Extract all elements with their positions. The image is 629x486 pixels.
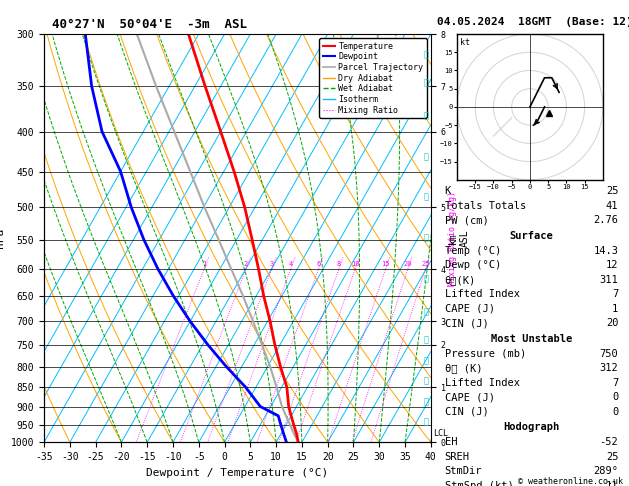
Text: 7: 7 [612, 378, 618, 388]
Text: 𝄐: 𝄐 [424, 275, 428, 283]
Text: Temp (°C): Temp (°C) [445, 245, 501, 256]
Text: 04.05.2024  18GMT  (Base: 12): 04.05.2024 18GMT (Base: 12) [437, 17, 629, 27]
Text: CIN (J): CIN (J) [445, 407, 489, 417]
Text: Mixing Ratio (g/kg): Mixing Ratio (g/kg) [448, 191, 457, 286]
Text: 311: 311 [599, 275, 618, 285]
Text: 𝄐: 𝄐 [424, 356, 428, 365]
Text: 3: 3 [270, 261, 274, 267]
Text: 312: 312 [599, 363, 618, 373]
Text: 6: 6 [316, 261, 321, 267]
Text: 0: 0 [612, 407, 618, 417]
Text: PW (cm): PW (cm) [445, 215, 489, 226]
Text: 4: 4 [289, 261, 293, 267]
Text: © weatheronline.co.uk: © weatheronline.co.uk [518, 477, 623, 486]
Text: 𝄐: 𝄐 [424, 397, 428, 406]
Text: 2.76: 2.76 [593, 215, 618, 226]
Text: 20: 20 [404, 261, 412, 267]
Text: StmSpd (kt): StmSpd (kt) [445, 481, 513, 486]
Text: 11: 11 [606, 481, 618, 486]
Text: CIN (J): CIN (J) [445, 318, 489, 329]
Text: Dewp (°C): Dewp (°C) [445, 260, 501, 270]
Text: 7: 7 [612, 289, 618, 299]
Text: SREH: SREH [445, 451, 470, 462]
Text: Surface: Surface [509, 231, 554, 241]
Text: kt: kt [460, 38, 470, 48]
Text: Pressure (mb): Pressure (mb) [445, 348, 526, 359]
Text: 𝄐: 𝄐 [424, 50, 428, 59]
Text: Lifted Index: Lifted Index [445, 378, 520, 388]
Text: 𝄐: 𝄐 [424, 111, 428, 120]
Text: 41: 41 [606, 201, 618, 211]
Text: 25: 25 [606, 451, 618, 462]
Text: 1: 1 [202, 261, 206, 267]
Text: 1: 1 [612, 304, 618, 314]
Text: Totals Totals: Totals Totals [445, 201, 526, 211]
Text: EH: EH [445, 437, 457, 447]
Text: LCL: LCL [433, 429, 448, 438]
Text: Lifted Index: Lifted Index [445, 289, 520, 299]
Text: 𝄐: 𝄐 [424, 234, 428, 243]
Text: ꜝ: ꜝ [497, 127, 501, 134]
Text: θᴄ(K): θᴄ(K) [445, 275, 476, 285]
Text: 289°: 289° [593, 466, 618, 476]
Text: θᴄ (K): θᴄ (K) [445, 363, 482, 373]
Text: 0: 0 [612, 392, 618, 402]
Text: 𝄐: 𝄐 [424, 152, 428, 161]
Text: CAPE (J): CAPE (J) [445, 304, 494, 314]
Text: 2: 2 [244, 261, 248, 267]
Text: Hodograph: Hodograph [503, 422, 560, 433]
Text: 20: 20 [606, 318, 618, 329]
Text: 40°27'N  50°04'E  -3m  ASL: 40°27'N 50°04'E -3m ASL [52, 18, 247, 32]
Text: 𝄐: 𝄐 [424, 307, 428, 316]
Text: -52: -52 [599, 437, 618, 447]
Text: 8: 8 [337, 261, 341, 267]
Text: 25: 25 [421, 261, 430, 267]
Text: 𝄐: 𝄐 [424, 193, 428, 202]
Y-axis label: km
ASL: km ASL [448, 229, 470, 247]
Text: 𝄐: 𝄐 [424, 79, 428, 87]
Text: 𝄐: 𝄐 [424, 377, 428, 385]
Text: ꜝ: ꜝ [486, 139, 491, 144]
Text: 14.3: 14.3 [593, 245, 618, 256]
Text: 12: 12 [606, 260, 618, 270]
Text: 𝄐: 𝄐 [424, 417, 428, 426]
Text: 750: 750 [599, 348, 618, 359]
Text: 𝄐: 𝄐 [424, 336, 428, 345]
Text: CAPE (J): CAPE (J) [445, 392, 494, 402]
Legend: Temperature, Dewpoint, Parcel Trajectory, Dry Adiabat, Wet Adiabat, Isotherm, Mi: Temperature, Dewpoint, Parcel Trajectory… [319, 38, 426, 118]
Y-axis label: hPa: hPa [0, 228, 5, 248]
Text: K: K [445, 186, 451, 196]
X-axis label: Dewpoint / Temperature (°C): Dewpoint / Temperature (°C) [147, 468, 328, 478]
Text: Most Unstable: Most Unstable [491, 334, 572, 344]
Text: StmDir: StmDir [445, 466, 482, 476]
Text: 15: 15 [381, 261, 390, 267]
Text: 10: 10 [351, 261, 359, 267]
Text: 25: 25 [606, 186, 618, 196]
